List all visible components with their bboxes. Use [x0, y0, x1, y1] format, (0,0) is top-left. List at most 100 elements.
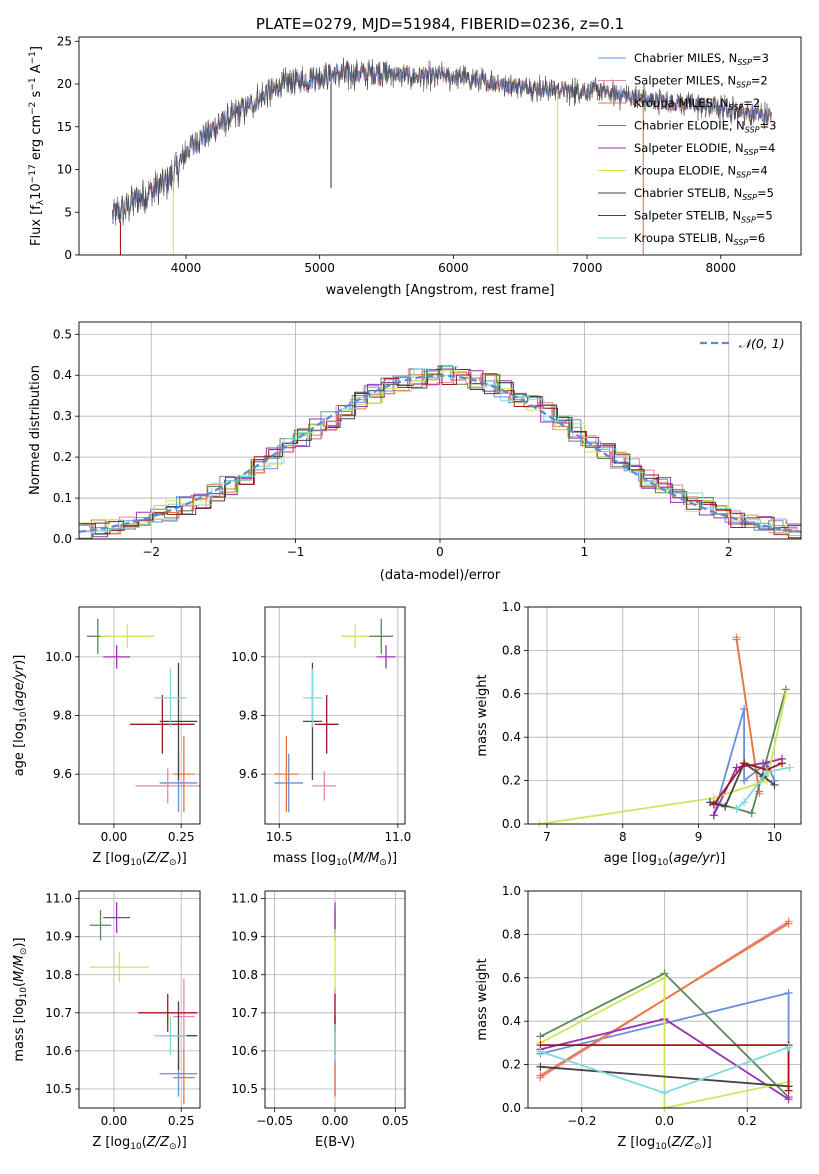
- text-part: )]: [12, 655, 27, 665]
- text-part: Z [log: [92, 851, 130, 866]
- text-part: =5: [756, 209, 773, 223]
- weight-line: [539, 976, 789, 1110]
- y-tick-label: 10.7: [45, 1006, 72, 1020]
- x-tick-label: 8000: [706, 261, 737, 275]
- axes-frame: [264, 890, 406, 1109]
- x-tick-label: 0.2: [738, 1114, 757, 1128]
- text-part: M/M: [12, 955, 27, 982]
- y-tick-label: 0.5: [53, 327, 72, 341]
- weight-lines-weight_vs_age: [535, 633, 794, 828]
- weight-marker: [759, 759, 768, 768]
- text-part: ⊙: [19, 948, 29, 956]
- weight-marker: [762, 767, 771, 776]
- text-part: =2: [751, 74, 768, 88]
- x-tick-label: 0.00: [322, 1114, 349, 1128]
- weight-marker: [536, 1071, 545, 1080]
- spectrum-line: [112, 57, 772, 226]
- x-tick-label: 7: [543, 830, 551, 844]
- x-tick-label: 5000: [304, 261, 335, 275]
- weight-marker: [784, 1095, 793, 1104]
- weight-marker: [747, 809, 756, 818]
- text-part: =6: [748, 231, 765, 245]
- text-part: =3: [752, 51, 769, 65]
- text-part: (: [12, 982, 27, 987]
- weight-lines-weight_vs_Z: [536, 917, 793, 1112]
- axes-frame: [527, 890, 802, 1109]
- x-tick-label: −0.2: [567, 1114, 596, 1128]
- text-part: =5: [757, 186, 774, 200]
- weight-marker: [784, 1043, 793, 1052]
- age_vs_Z-xlabel: Z [log10(Z/Z⊙)]: [92, 851, 186, 868]
- weight-marker: [770, 780, 779, 789]
- text-part: SSP: [734, 238, 749, 247]
- weight-marker: [784, 919, 793, 928]
- y-tick-label: 0.2: [502, 1058, 521, 1072]
- legend-entry: 𝒩(0, 1): [739, 336, 785, 351]
- legend-entry: Salpeter STELIB, NSSP=5: [634, 209, 773, 225]
- axes-frame: [264, 606, 406, 825]
- x-tick-label: 0.05: [382, 1114, 409, 1128]
- x-tick-label: 0.25: [168, 1114, 195, 1128]
- weight-marker: [721, 802, 730, 811]
- text-part: (: [12, 707, 27, 712]
- legend-entry: Chabrier STELIB, NSSP=5: [634, 186, 774, 202]
- weight-marker: [784, 1086, 793, 1095]
- text-part: −1: [28, 51, 38, 64]
- y-tick-label: 1.0: [502, 600, 521, 614]
- histogram-series: [79, 365, 800, 539]
- spectrum-lines: [112, 57, 772, 255]
- y-tick-label: 0.6: [502, 971, 521, 985]
- text-part: 10: [19, 987, 29, 999]
- y-tick-label: 0.4: [502, 1014, 521, 1028]
- text-part: Kroupa ELODIE, N: [634, 164, 736, 178]
- y-tick-label: 0.4: [502, 730, 521, 744]
- text-part: (: [142, 1135, 147, 1150]
- y-tick-label: 10.8: [45, 968, 72, 982]
- y-tick-label: 10.8: [231, 968, 258, 982]
- x-tick-label: 0.25: [168, 830, 195, 844]
- text-part: 10: [19, 711, 29, 723]
- text-part: SSP: [742, 193, 757, 202]
- legend-entry: Salpeter ELODIE, NSSP=4: [634, 141, 775, 157]
- text-part: )]: [715, 851, 725, 866]
- text-part: Chabrier MILES, N: [634, 51, 737, 65]
- text-part: (: [667, 1135, 672, 1150]
- text-part: Chabrier STELIB, N: [634, 186, 742, 200]
- text-part: E(B-V): [315, 1135, 355, 1150]
- axes-frame: [78, 890, 201, 1109]
- text-part: −1: [28, 77, 38, 90]
- weight-line: [540, 1065, 789, 1088]
- y-tick-label: 0.6: [502, 687, 521, 701]
- weight-marker: [740, 776, 749, 785]
- text-part: 10: [130, 1142, 142, 1152]
- text-part: =3: [760, 119, 777, 133]
- text-part: 10: [655, 1142, 667, 1152]
- plot-layer: 4000 5000 6000 7000 80000510152025wavelength…: [12, 34, 802, 1152]
- weight-marker: [536, 1047, 545, 1056]
- text-part: )]: [387, 851, 397, 866]
- text-part: =2: [743, 96, 760, 110]
- y-tick-label: 20: [57, 77, 72, 91]
- text-part: Kroupa MILES, N: [634, 96, 729, 110]
- text-part: SSP: [736, 81, 751, 90]
- residuals-frame: [78, 321, 802, 540]
- y-tick-label: 0.2: [502, 774, 521, 788]
- histogram-series: [80, 366, 801, 530]
- text-part: 10: [657, 858, 669, 868]
- y-tick-label: 10.9: [231, 930, 258, 944]
- axes-age_vs_mass: 10.5 11.0 9.6 9.8 10.0: [231, 607, 411, 844]
- age_vs_Z-ylabel: age [log10(age/yr)]: [12, 655, 29, 777]
- y-tick-label: 9.6: [53, 767, 72, 781]
- x-tick-label: 1: [581, 545, 589, 559]
- weight-marker: [660, 973, 669, 982]
- text-part: 10: [336, 858, 348, 868]
- y-tick-label: 5: [64, 205, 72, 219]
- text-part: ⊙: [694, 1142, 702, 1152]
- text-part: Z/Z: [671, 1135, 695, 1150]
- axes-frame: [527, 606, 802, 825]
- weight-marker: [740, 798, 749, 807]
- x-tick-label: 0.0: [655, 1114, 674, 1128]
- text-part: Kroupa STELIB, N: [634, 231, 734, 245]
- text-part: SSP: [737, 58, 752, 67]
